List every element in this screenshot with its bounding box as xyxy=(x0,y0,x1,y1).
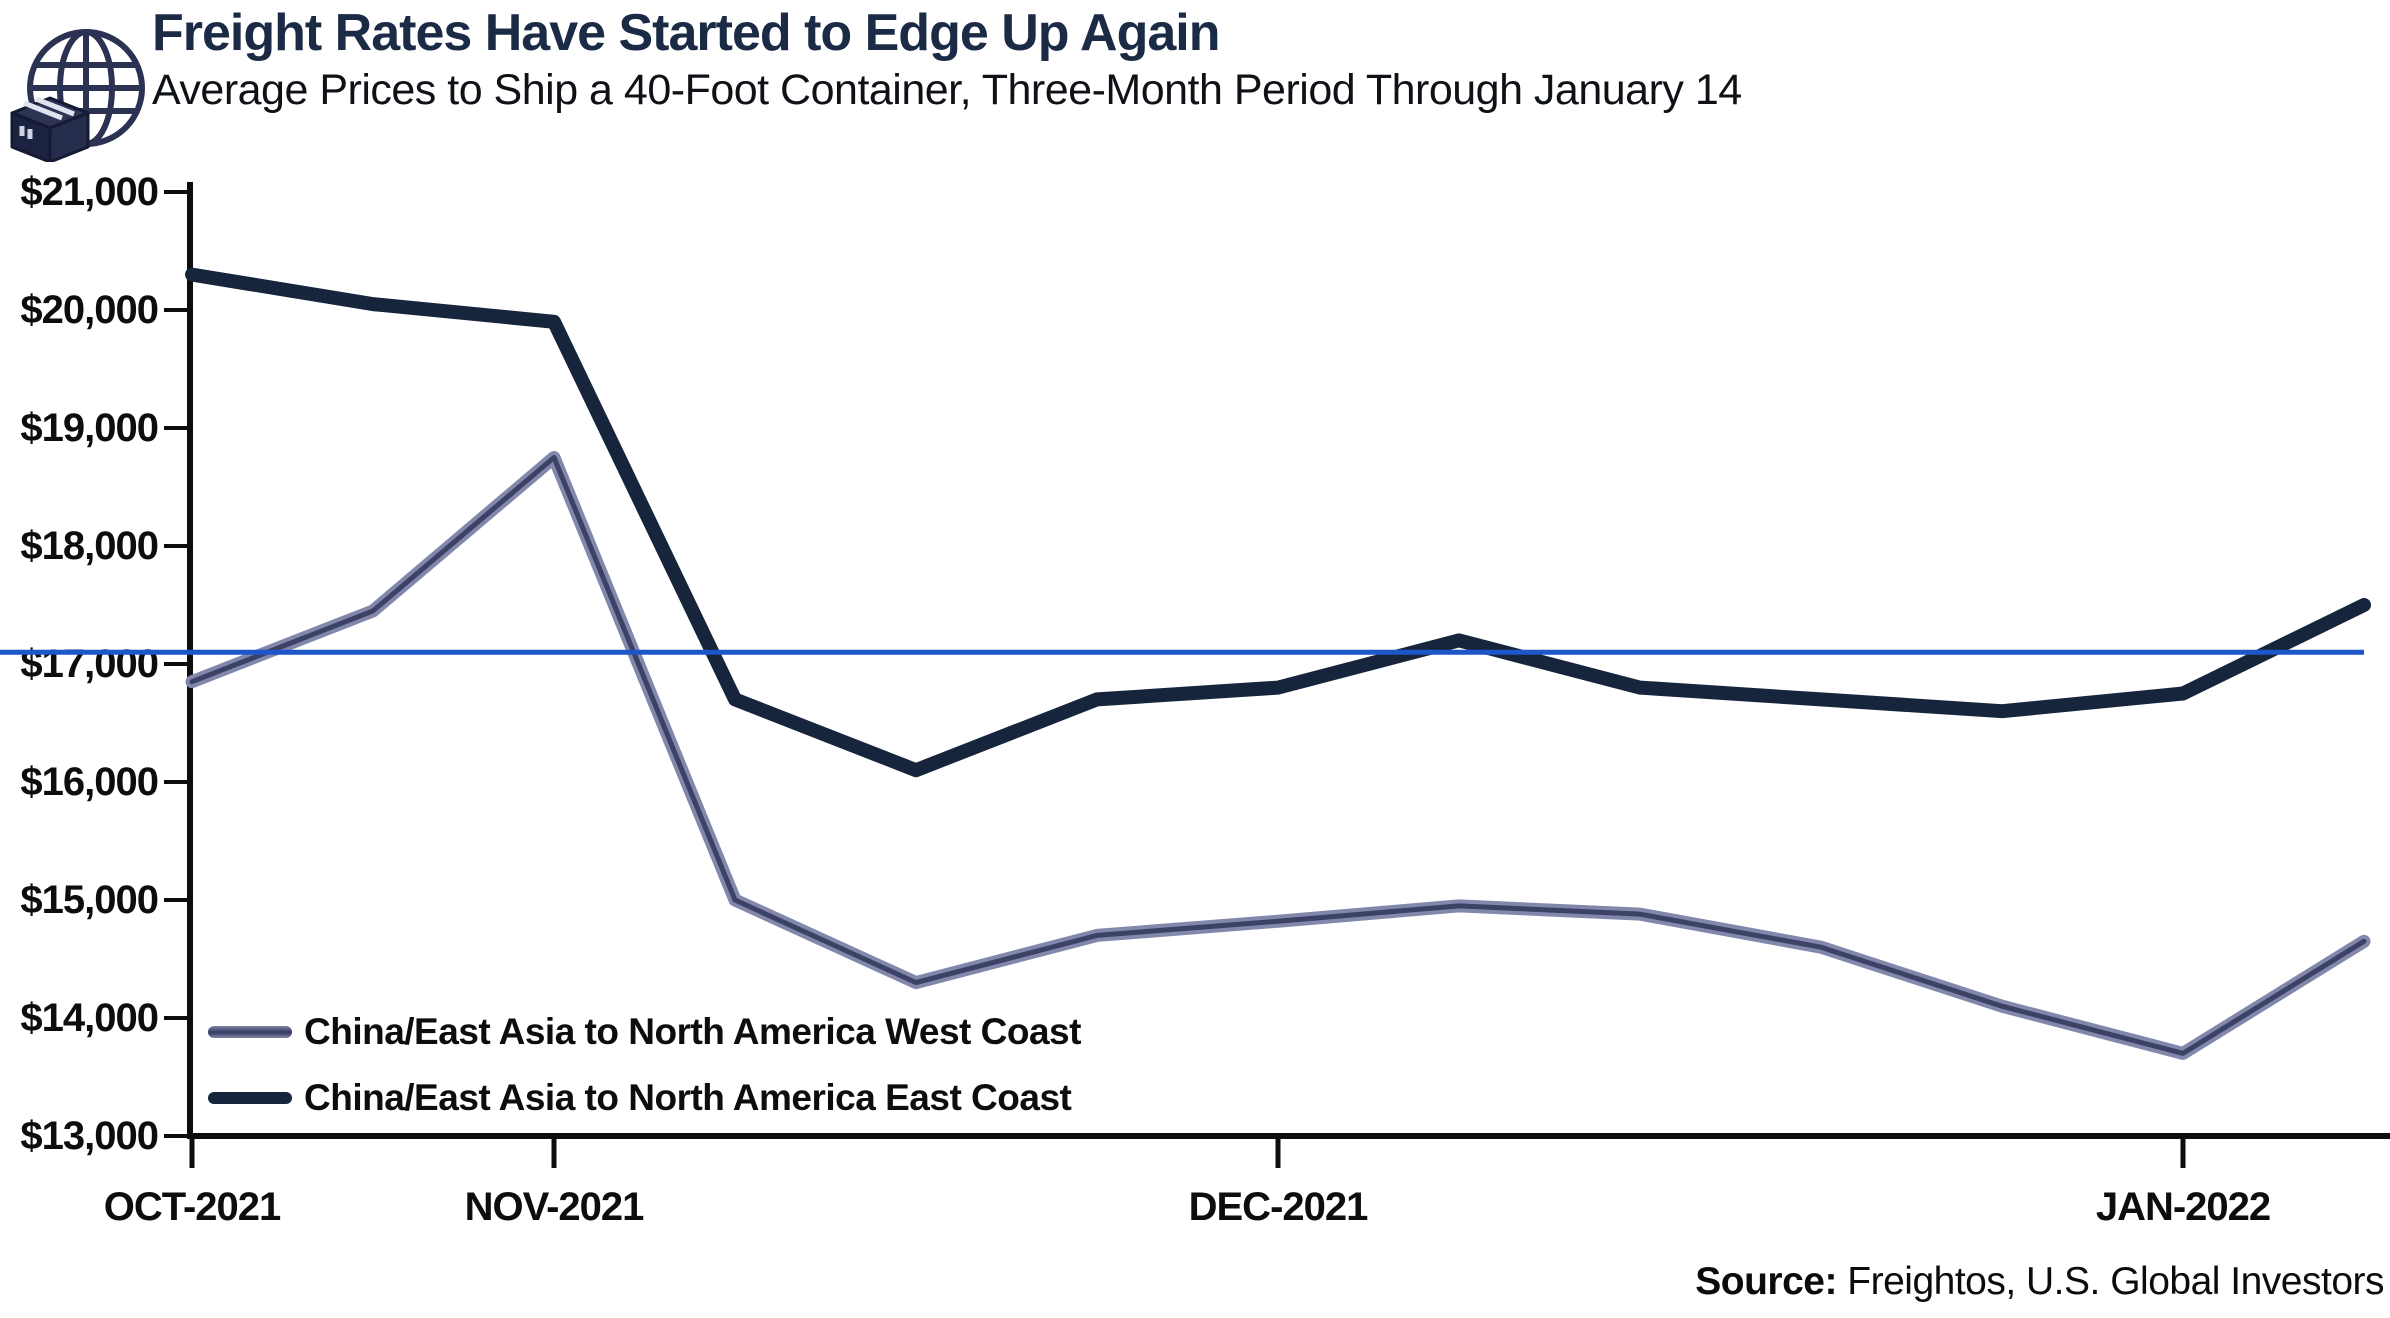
legend-label-east-coast: China/East Asia to North America East Co… xyxy=(304,1077,1072,1118)
legend-item-west-coast: China/East Asia to North America West Co… xyxy=(208,1010,1081,1054)
source-label: Source: xyxy=(1695,1260,1837,1303)
west-coast-line-swatch xyxy=(208,1026,292,1038)
y-axis-label: $21,000 xyxy=(20,170,158,214)
y-axis-label: $18,000 xyxy=(20,524,158,568)
x-axis-label: DEC-2021 xyxy=(1189,1185,1369,1229)
legend-label-west-coast: China/East Asia to North America West Co… xyxy=(304,1011,1081,1052)
x-axis-label: JAN-2022 xyxy=(2096,1185,2270,1229)
chart-subtitle: Average Prices to Ship a 40-Foot Contain… xyxy=(152,65,1742,114)
series-line-west-coast xyxy=(189,455,2367,1056)
x-axis-label: OCT-2021 xyxy=(104,1185,281,1229)
y-axis-label: $16,000 xyxy=(20,760,158,804)
source-credit: Source: Freightos, U.S. Global Investors xyxy=(1695,1260,2384,1304)
y-axis-label: $19,000 xyxy=(20,406,158,450)
chart-header: Freight Rates Have Started to Edge Up Ag… xyxy=(152,6,1742,114)
series-line-east-coast xyxy=(185,267,2371,778)
legend-item-east-coast: China/East Asia to North America East Co… xyxy=(208,1076,1072,1120)
chart-title: Freight Rates Have Started to Edge Up Ag… xyxy=(152,4,1220,62)
source-text: Freightos, U.S. Global Investors xyxy=(1836,1260,2384,1303)
y-axis-label: $14,000 xyxy=(20,996,158,1040)
globe-shipping-box-logo xyxy=(10,29,145,162)
series-line-west-coast-edge xyxy=(185,451,2371,1060)
x-axis-label: NOV-2021 xyxy=(465,1185,645,1229)
shipping-box-icon xyxy=(10,96,90,162)
y-axis-label: $20,000 xyxy=(20,288,158,332)
y-axis-label: $15,000 xyxy=(20,878,158,922)
y-axis-label: $13,000 xyxy=(20,1114,158,1158)
y-axis-label: $17,000 xyxy=(20,642,158,686)
east-coast-line-swatch xyxy=(208,1092,292,1104)
